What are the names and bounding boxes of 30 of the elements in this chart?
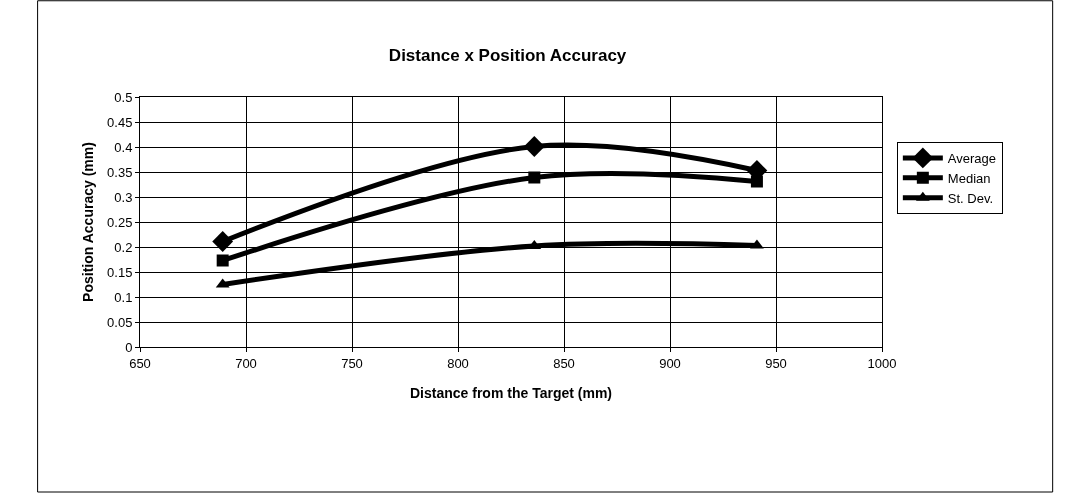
- x-tick-label: 950: [765, 355, 787, 371]
- y-tick-label: 0.05: [107, 314, 133, 330]
- y-axis-title: Position Accuracy (mm): [79, 142, 96, 302]
- x-tick-label: 700: [235, 355, 257, 371]
- y-tick-label: 0.2: [114, 239, 133, 255]
- y-tick-label: 0.15: [107, 264, 133, 280]
- y-tick-label: 0.35: [107, 164, 133, 180]
- point: [528, 171, 541, 184]
- x-tick-label: 800: [447, 355, 469, 371]
- x-tick-label: 900: [659, 355, 681, 371]
- y-tick-label: 0: [125, 339, 133, 355]
- point: [750, 175, 763, 188]
- point: [523, 136, 545, 157]
- x-tick-label: 650: [129, 355, 151, 371]
- x-axis-title: Distance from the Target (mm): [410, 384, 612, 401]
- y-tick-label: 0.4: [114, 139, 133, 155]
- legend-label: Average: [947, 151, 997, 167]
- y-tick-label: 0.45: [107, 114, 133, 130]
- legend-label: Median: [947, 170, 991, 186]
- y-tick-label: 0.1: [114, 289, 133, 305]
- point: [216, 254, 229, 267]
- chart-title: Distance x Position Accuracy: [388, 46, 627, 66]
- y-tick-label: 0.5: [114, 89, 133, 105]
- y-tick-label: 0.3: [114, 189, 133, 205]
- point: [212, 231, 234, 252]
- x-tick-label: 750: [341, 355, 363, 371]
- y-tick-label: 0.25: [107, 214, 133, 230]
- x-tick-label: 850: [553, 355, 575, 371]
- legend-label: St. Dev.: [947, 190, 994, 206]
- x-tick-label: 1000: [867, 355, 897, 371]
